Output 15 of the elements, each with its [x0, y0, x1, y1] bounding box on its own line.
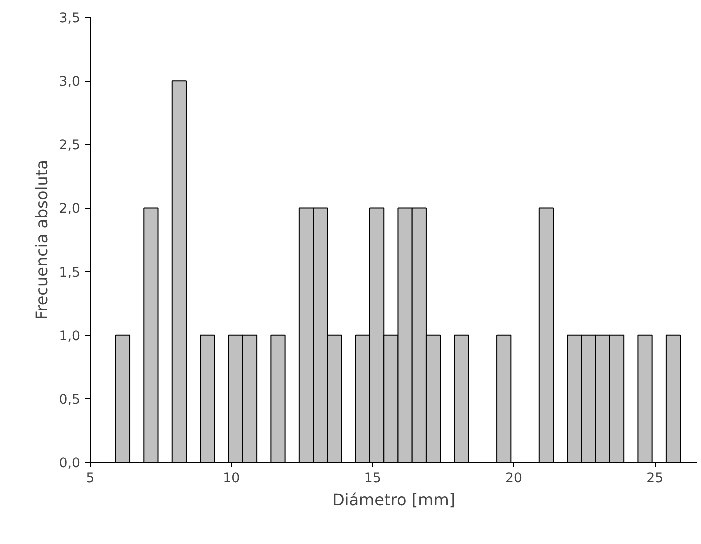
x-tick-label: 5 — [86, 472, 95, 486]
y-tick-label: 3,0 — [59, 75, 81, 90]
y-tick-label: 0,5 — [59, 392, 81, 408]
x-axis-title: Diámetro [mm] — [332, 490, 456, 510]
x-tick-label: 20 — [506, 472, 522, 486]
y-tick-label: 1,0 — [59, 329, 81, 344]
x-tick-label: 15 — [364, 472, 382, 486]
y-axis-title: Frecuencia absoluta — [32, 160, 52, 320]
y-tick-label: 2,0 — [59, 202, 81, 218]
x-tick-label: 10 — [223, 472, 240, 486]
x-tick-label: 25 — [646, 472, 664, 486]
y-tick-label: 1,5 — [59, 266, 81, 281]
y-tick-label: 0,0 — [59, 456, 81, 472]
y-tick-label: 2,5 — [59, 138, 81, 154]
y-tick-label: 3,5 — [59, 12, 81, 26]
